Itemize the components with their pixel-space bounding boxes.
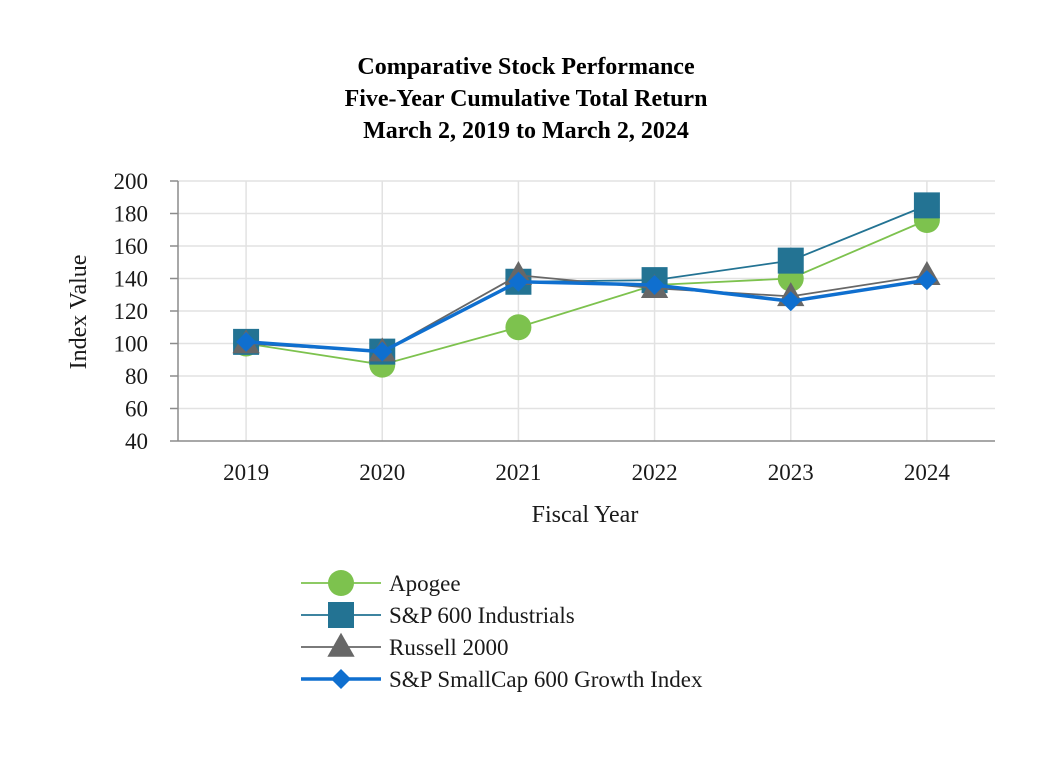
data-point-diamond xyxy=(780,291,801,312)
series-lines xyxy=(232,192,941,378)
y-tick-label: 180 xyxy=(114,202,149,227)
series-0 xyxy=(233,207,940,378)
legend-marker-circle xyxy=(328,570,354,596)
y-tick-label: 60 xyxy=(125,397,148,422)
legend-item: Russell 2000 xyxy=(301,632,508,660)
chart-title-line-2: Five-Year Cumulative Total Return xyxy=(345,86,708,112)
data-point-square xyxy=(777,247,804,274)
y-tick-label: 200 xyxy=(114,169,149,194)
legend-item: Apogee xyxy=(301,570,461,596)
y-tick-label: 140 xyxy=(114,267,149,292)
data-point-square xyxy=(913,192,940,219)
data-point-diamond xyxy=(916,270,937,291)
series-line xyxy=(245,219,928,366)
data-point-circle xyxy=(505,314,532,341)
y-axis-label: Index Value xyxy=(66,255,92,370)
y-tick-label: 160 xyxy=(114,234,149,259)
x-tick-label: 2024 xyxy=(904,460,951,485)
x-tick-label: 2023 xyxy=(768,460,814,485)
y-tick-label: 80 xyxy=(125,364,148,389)
chart-title-line-1: Comparative Stock Performance xyxy=(357,54,695,80)
legend-marker-triangle xyxy=(327,632,355,657)
legend-label: S&P 600 Industrials xyxy=(389,603,575,628)
legend-marker-diamond xyxy=(331,669,351,689)
y-tick-label: 100 xyxy=(114,332,149,357)
legend-item: S&P 600 Industrials xyxy=(301,602,575,628)
y-tick-label: 120 xyxy=(114,299,149,324)
x-axis-label: Fiscal Year xyxy=(532,502,639,528)
series-line xyxy=(245,278,928,354)
legend: Apogee S&P 600 Industrials Russell 2000 S&P… xyxy=(301,570,703,692)
legend-label: Russell 2000 xyxy=(389,635,508,660)
y-tick-label: 40 xyxy=(125,429,148,454)
series-3 xyxy=(236,270,937,362)
x-tick-label: 2022 xyxy=(632,460,678,485)
legend-label: S&P SmallCap 600 Growth Index xyxy=(389,667,703,692)
axes xyxy=(170,180,995,442)
gridlines xyxy=(178,180,995,441)
series-line xyxy=(246,274,928,353)
data-point-diamond xyxy=(372,341,393,362)
data-point-diamond xyxy=(236,331,257,352)
legend-marker-square xyxy=(328,602,354,628)
data-point-diamond xyxy=(644,275,665,295)
data-point-diamond xyxy=(508,271,529,292)
chart-title-line-3: March 2, 2019 to March 2, 2024 xyxy=(363,118,689,144)
legend-label: Apogee xyxy=(389,571,461,596)
y-tick-labels: 40 60 80 100 120 140 160 180 200 xyxy=(114,169,149,454)
x-tick-label: 2020 xyxy=(359,460,405,485)
x-tick-label: 2019 xyxy=(223,460,269,485)
x-tick-label: 2021 xyxy=(495,460,541,485)
legend-item: S&P SmallCap 600 Growth Index xyxy=(301,667,703,692)
x-tick-labels: 2019 2020 2021 2022 2023 2024 xyxy=(223,460,950,485)
